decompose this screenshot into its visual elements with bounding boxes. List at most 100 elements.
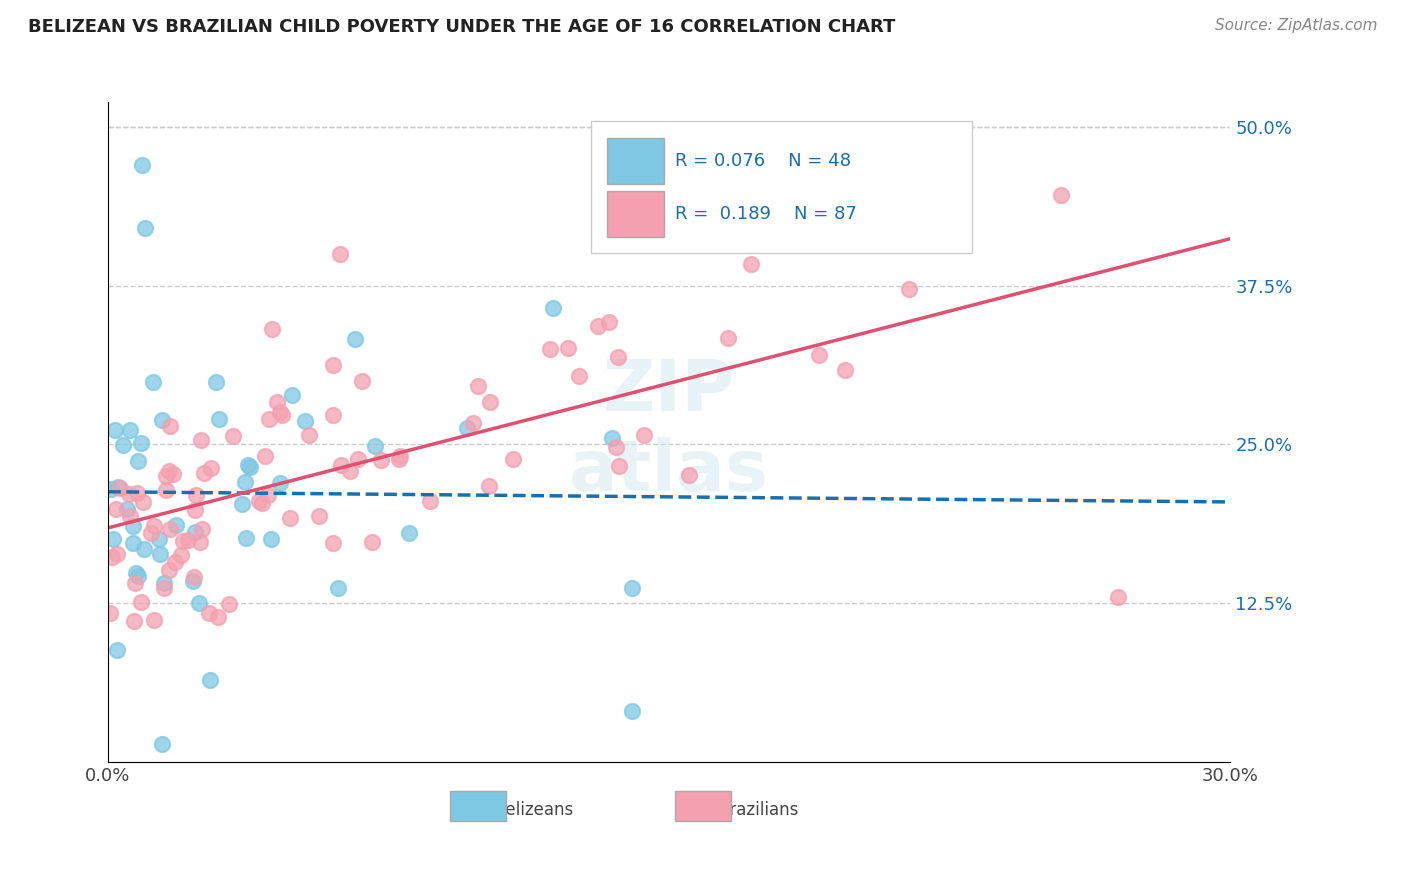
Brazilians <box>252 496 274 510</box>
Brazilians <box>540 342 562 356</box>
Brazilians <box>129 594 152 608</box>
Belizeans <box>148 532 170 546</box>
Brazilians <box>159 563 181 577</box>
Brazilians <box>132 494 155 508</box>
Belizeans <box>142 375 165 389</box>
Brazilians <box>118 487 141 501</box>
Belizeans <box>107 480 129 494</box>
Brazilians <box>834 362 856 376</box>
Brazilians <box>177 533 200 547</box>
Text: BELIZEAN VS BRAZILIAN CHILD POVERTY UNDER THE AGE OF 16 CORRELATION CHART: BELIZEAN VS BRAZILIAN CHILD POVERTY UNDE… <box>28 18 896 36</box>
Brazilians <box>329 247 352 261</box>
Brazilians <box>370 453 392 467</box>
Belizeans <box>131 158 153 172</box>
Brazilians <box>125 486 148 500</box>
Belizeans <box>104 423 127 437</box>
Belizeans <box>208 412 231 426</box>
Brazilians <box>222 428 245 442</box>
Belizeans <box>100 483 122 497</box>
Brazilians <box>153 582 176 596</box>
Brazilians <box>479 394 502 409</box>
Belizeans <box>184 525 207 540</box>
Belizeans <box>398 526 420 541</box>
Brazilians <box>218 598 240 612</box>
Brazilians <box>360 535 382 549</box>
Brazilians <box>717 331 740 345</box>
Belizeans <box>541 301 564 316</box>
Text: ZIP
atlas: ZIP atlas <box>569 357 769 506</box>
Brazilians <box>139 525 162 540</box>
Brazilians <box>807 348 830 362</box>
Belizeans <box>150 737 173 751</box>
Brazilians <box>143 613 166 627</box>
Brazilians <box>159 522 181 536</box>
Brazilians <box>339 464 361 478</box>
Belizeans <box>150 412 173 426</box>
Brazilians <box>568 369 591 384</box>
Belizeans <box>294 414 316 428</box>
Brazilians <box>605 440 627 454</box>
Brazilians <box>352 374 374 388</box>
Belizeans <box>344 333 367 347</box>
Belizeans <box>621 581 644 595</box>
Belizeans <box>131 435 153 450</box>
Brazilians <box>163 555 186 569</box>
Brazilians <box>207 609 229 624</box>
Belizeans <box>132 541 155 556</box>
Brazilians <box>253 449 276 463</box>
Brazilians <box>172 533 194 548</box>
FancyBboxPatch shape <box>675 791 731 821</box>
Brazilians <box>322 358 344 372</box>
Brazilians <box>184 502 207 516</box>
Belizeans <box>235 531 257 545</box>
Belizeans <box>326 581 349 595</box>
Brazilians <box>122 615 145 629</box>
Brazilians <box>419 493 441 508</box>
Brazilians <box>614 224 637 238</box>
Brazilians <box>463 417 485 431</box>
Belizeans <box>269 476 291 491</box>
Brazilians <box>607 351 630 365</box>
Brazilians <box>278 511 301 525</box>
Brazilians <box>586 318 609 333</box>
Brazilians <box>190 434 212 448</box>
Brazilians <box>633 428 655 442</box>
Belizeans <box>259 532 281 546</box>
Belizeans <box>602 431 624 445</box>
Brazilians <box>607 458 630 473</box>
Text: R = 0.076    N = 48: R = 0.076 N = 48 <box>675 152 851 170</box>
Brazilians <box>108 481 131 495</box>
Text: Source: ZipAtlas.com: Source: ZipAtlas.com <box>1215 18 1378 33</box>
Text: Brazilians: Brazilians <box>718 801 799 819</box>
Brazilians <box>598 315 620 329</box>
Brazilians <box>322 408 344 422</box>
Belizeans <box>231 497 253 511</box>
FancyBboxPatch shape <box>450 791 506 821</box>
Belizeans <box>122 519 145 533</box>
Brazilians <box>183 570 205 584</box>
Brazilians <box>200 461 222 475</box>
Text: Belizeans: Belizeans <box>495 801 574 819</box>
Belizeans <box>105 643 128 657</box>
Brazilians <box>478 479 501 493</box>
Brazilians <box>193 467 215 481</box>
Brazilians <box>262 322 284 336</box>
Brazilians <box>170 549 193 563</box>
Belizeans <box>149 547 172 561</box>
Brazilians <box>897 282 920 296</box>
Belizeans <box>153 575 176 590</box>
Belizeans <box>127 454 149 468</box>
Belizeans <box>236 458 259 472</box>
Brazilians <box>271 409 294 423</box>
Belizeans <box>233 475 256 489</box>
Brazilians <box>118 509 141 524</box>
Belizeans <box>364 439 387 453</box>
Brazilians <box>387 452 409 467</box>
FancyBboxPatch shape <box>591 121 972 253</box>
Brazilians <box>297 428 319 442</box>
Belizeans <box>200 673 222 687</box>
Brazilians <box>247 494 270 508</box>
Brazilians <box>124 576 146 591</box>
Brazilians <box>257 412 280 426</box>
Belizeans <box>165 518 187 533</box>
